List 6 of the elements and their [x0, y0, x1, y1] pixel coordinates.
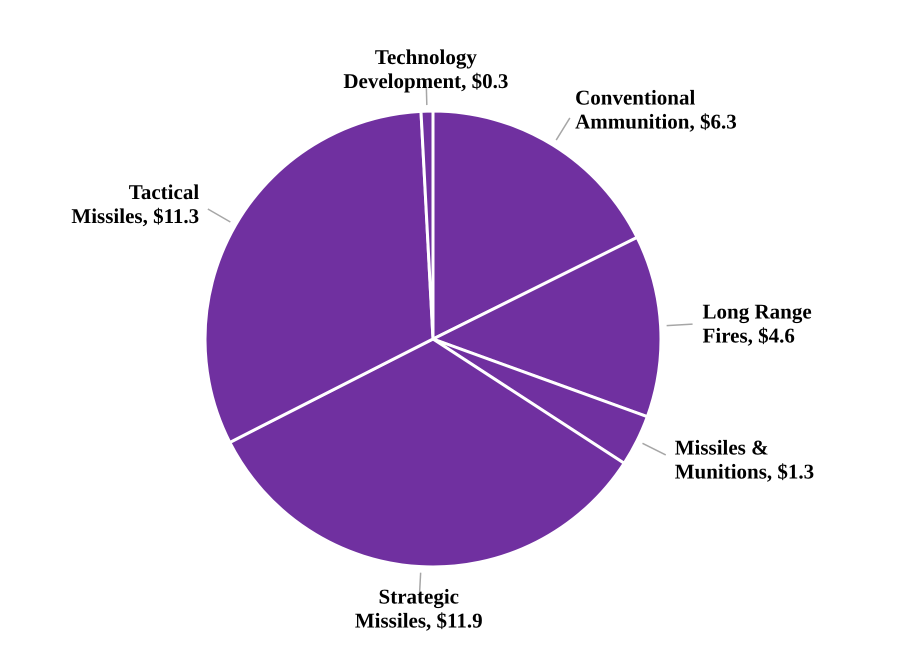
slice-label: Tactical Missiles, $11.3	[71, 180, 200, 228]
slice-label: Strategic Missiles, $11.9	[354, 584, 483, 633]
slice-label: Technology Development, $0.3	[343, 45, 508, 94]
slice-label: Missiles & Munitions, $1.3	[674, 435, 814, 484]
slice-label: Conventional Ammunition, $6.3	[575, 85, 737, 134]
slice-label: Long Range Fires, $4.6	[702, 300, 812, 348]
